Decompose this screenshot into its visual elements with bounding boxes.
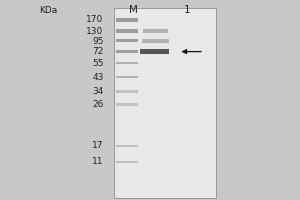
- Text: 11: 11: [92, 158, 103, 166]
- Bar: [116, 103, 138, 106]
- Bar: [116, 39, 138, 42]
- Text: 17: 17: [92, 142, 103, 150]
- Bar: [116, 90, 138, 93]
- Bar: [116, 50, 138, 53]
- Bar: [116, 29, 138, 33]
- Text: 34: 34: [92, 87, 103, 96]
- Text: M: M: [129, 5, 138, 15]
- Text: 26: 26: [92, 100, 103, 109]
- Bar: [142, 39, 169, 43]
- Text: 55: 55: [92, 58, 103, 68]
- Text: 130: 130: [86, 26, 103, 36]
- Text: 72: 72: [92, 47, 103, 56]
- Text: KDa: KDa: [39, 6, 57, 15]
- Bar: [116, 62, 138, 64]
- Bar: [116, 18, 138, 22]
- Text: 1: 1: [184, 5, 191, 15]
- Bar: [116, 76, 138, 78]
- Bar: [142, 29, 168, 33]
- Text: 170: 170: [86, 16, 103, 24]
- Bar: [114, 8, 216, 198]
- Bar: [140, 49, 169, 54]
- Text: 43: 43: [92, 72, 103, 82]
- Bar: [116, 145, 138, 147]
- Bar: [116, 161, 138, 163]
- Text: 95: 95: [92, 36, 103, 46]
